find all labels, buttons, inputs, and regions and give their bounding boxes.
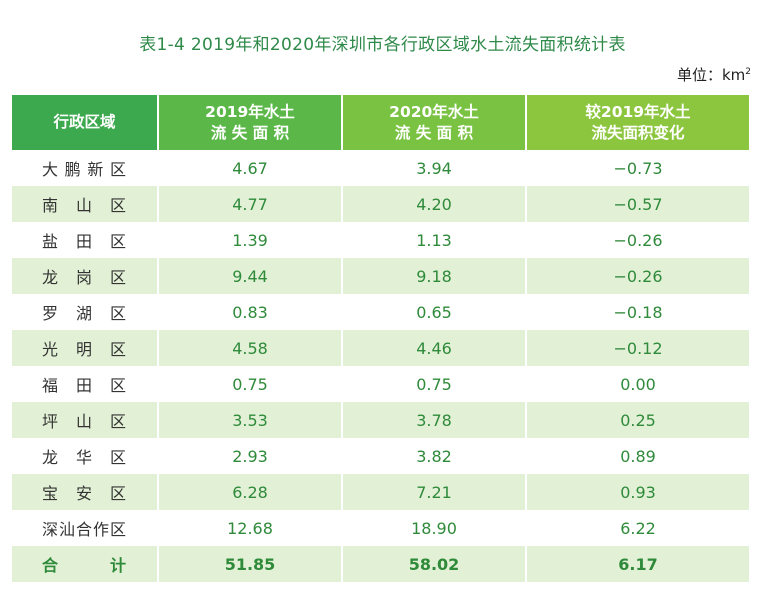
header-2019: 2019年水土流 失 面 积 <box>158 95 343 150</box>
table-row: 深汕合作区 12.68 18.90 6.22 <box>12 510 749 546</box>
change-cell: 6.17 <box>526 546 749 582</box>
change-cell: 0.00 <box>620 374 656 394</box>
value-2019-cell: 9.44 <box>158 258 343 294</box>
change-cell: −0.26 <box>613 230 663 250</box>
change-cell: 0.89 <box>620 446 656 466</box>
soil-erosion-table: 行政区域 2019年水土流 失 面 积 2020年水土流 失 面 积 较2019… <box>12 95 749 582</box>
value-2020-cell: 0.75 <box>342 366 527 402</box>
district-name: 宝安区 <box>42 484 126 503</box>
value-2019-cell: 1.39 <box>158 222 343 258</box>
district-cell: 福田区 <box>12 366 159 402</box>
value-2019-cell: 12.68 <box>158 510 343 546</box>
district-cell: 南山区 <box>12 186 159 222</box>
district-cell: 盐田区 <box>12 222 159 258</box>
header-row: 行政区域 2019年水土流 失 面 积 2020年水土流 失 面 积 较2019… <box>12 95 749 150</box>
table-row: 坪山区 3.53 3.78 0.25 <box>12 402 749 438</box>
district-name: 福田区 <box>42 376 126 395</box>
header-district: 行政区域 <box>12 95 159 150</box>
district-cell: 光明区 <box>12 330 159 366</box>
district-name: 坪山区 <box>42 412 126 431</box>
value-2020-cell: 0.65 <box>342 294 527 330</box>
value-2020-cell: 7.21 <box>342 474 527 510</box>
change-cell: −0.73 <box>613 158 663 178</box>
table-row: 光明区 4.58 4.46 −0.12 <box>12 330 749 366</box>
value-2019-cell: 4.67 <box>158 150 343 186</box>
district-cell: 龙华区 <box>12 438 159 474</box>
table-row: 罗湖区 0.83 0.65 −0.18 <box>12 294 749 330</box>
table-title: 表1-4 2019年和2020年深圳市各行政区域水土流失面积统计表 <box>139 35 626 55</box>
value-2019-cell: 51.85 <box>158 546 343 582</box>
value-2019-cell: 0.83 <box>158 294 343 330</box>
district-name: 合计 <box>42 556 126 575</box>
change-cell: −0.57 <box>526 186 749 222</box>
value-2020-cell: 3.78 <box>342 402 527 438</box>
value-2020-cell: 3.94 <box>342 150 527 186</box>
table-row: 龙岗区 9.44 9.18 −0.26 <box>12 258 749 294</box>
district-cell: 合计 <box>12 546 159 582</box>
district-name: 南山区 <box>42 196 126 215</box>
district-name: 罗湖区 <box>42 304 126 323</box>
value-2019-cell: 2.93 <box>158 438 343 474</box>
value-2020-cell: 4.46 <box>342 330 527 366</box>
value-2020-cell: 1.13 <box>342 222 527 258</box>
district-name: 盐田区 <box>42 232 126 251</box>
value-2019-cell: 6.28 <box>158 474 343 510</box>
value-2019-cell: 0.75 <box>158 366 343 402</box>
header-change: 较2019年水土 流失面积变化 <box>526 95 749 150</box>
change-cell: −0.18 <box>613 302 663 322</box>
value-2020-cell: 58.02 <box>342 546 527 582</box>
value-2020-cell: 18.90 <box>342 510 527 546</box>
header-2020: 2020年水土流 失 面 积 <box>342 95 527 150</box>
district-name: 大鹏新区 <box>42 160 126 179</box>
change-cell: −0.26 <box>526 258 749 294</box>
change-cell: 0.25 <box>526 402 749 438</box>
district-cell: 罗湖区 <box>12 294 159 330</box>
table-row: 大鹏新区 4.67 3.94 −0.73 <box>12 150 749 186</box>
value-2019-cell: 3.53 <box>158 402 343 438</box>
table-row: 宝安区 6.28 7.21 0.93 <box>12 474 749 510</box>
value-2020-cell: 3.82 <box>342 438 527 474</box>
district-cell: 坪山区 <box>12 402 159 438</box>
district-name: 深汕合作区 <box>42 520 126 539</box>
value-2020-cell: 9.18 <box>342 258 527 294</box>
value-2019-cell: 4.77 <box>158 186 343 222</box>
value-2019-cell: 4.58 <box>158 330 343 366</box>
table-row: 盐田区 1.39 1.13 −0.26 <box>12 222 749 258</box>
district-cell: 龙岗区 <box>12 258 159 294</box>
change-cell: 6.22 <box>620 518 656 538</box>
district-name: 龙华区 <box>42 448 126 467</box>
change-cell: −0.12 <box>526 330 749 366</box>
district-cell: 深汕合作区 <box>12 510 159 546</box>
table-row: 福田区 0.75 0.75 0.00 <box>12 366 749 402</box>
district-name: 光明区 <box>42 340 126 359</box>
district-name: 龙岗区 <box>42 268 126 287</box>
change-cell: 0.93 <box>526 474 749 510</box>
unit-label: 单位：km2 <box>676 66 751 84</box>
district-cell: 宝安区 <box>12 474 159 510</box>
total-row: 合计 51.85 58.02 6.17 <box>12 546 749 582</box>
table-row: 龙华区 2.93 3.82 0.89 <box>12 438 749 474</box>
district-cell: 大鹏新区 <box>12 150 159 186</box>
table-row: 南山区 4.77 4.20 −0.57 <box>12 186 749 222</box>
value-2020-cell: 4.20 <box>342 186 527 222</box>
